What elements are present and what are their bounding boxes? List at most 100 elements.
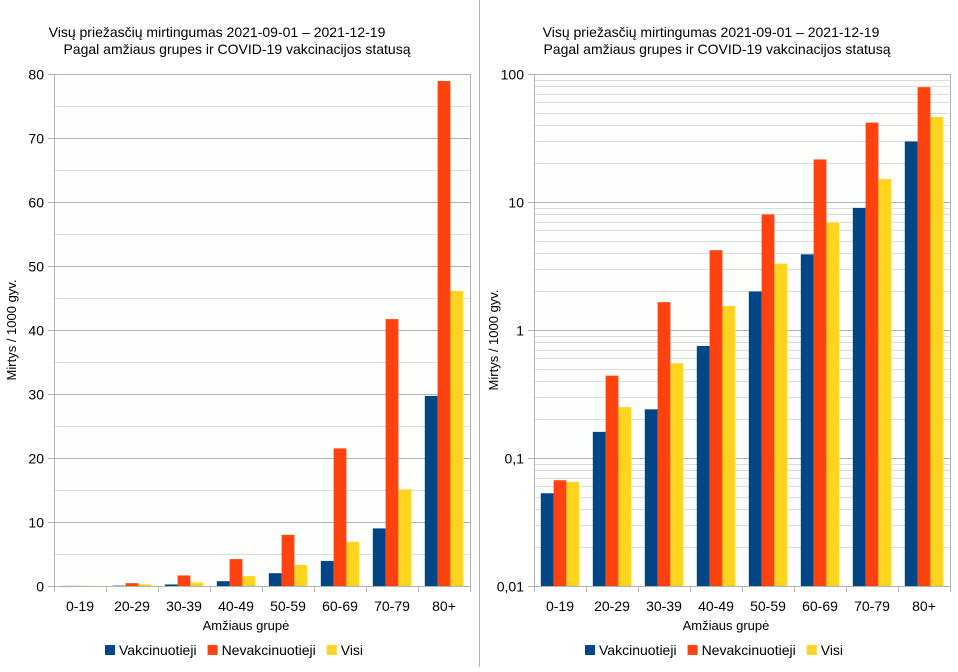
- bar-nevakcinuotieji-20-29: [125, 583, 139, 586]
- x-tick-label: 40-49: [218, 598, 254, 614]
- y-tick-label: 10: [508, 195, 524, 211]
- bar-nevakcinuotieji-40-49: [709, 250, 723, 586]
- legend-swatch-nevakcinuotieji: [687, 645, 698, 655]
- bar-vakcinuotieji-30-39: [164, 584, 178, 586]
- x-tick-label: 30-39: [646, 598, 682, 614]
- x-tick-label: 0-19: [546, 598, 574, 614]
- bar-visi-50-59: [774, 263, 788, 586]
- y-tick-label: 70: [28, 131, 44, 147]
- x-tick-label: 20-29: [114, 598, 150, 614]
- legend-swatch-vakcinuotieji: [585, 645, 595, 655]
- x-tick-label: 50-59: [270, 598, 306, 614]
- legend-label-visi: Visi: [341, 642, 363, 658]
- bar-visi-70-79: [878, 179, 892, 586]
- chart-title: Visų priežasčių mirtingumas 2021-09-01 –…: [49, 24, 386, 40]
- legend-label-vakcinuotieji: Vakcinuotieji: [599, 642, 677, 658]
- x-tick-label: 50-59: [750, 598, 786, 614]
- bar-vakcinuotieji-80+: [424, 395, 438, 586]
- linear-chart-panel: Visų priežasčių mirtingumas 2021-09-01 –…: [0, 0, 479, 667]
- bar-visi-20-29: [618, 407, 632, 586]
- bar-visi-20-29: [138, 584, 152, 586]
- y-tick-label: 10: [28, 515, 44, 531]
- y-tick-label: 30: [28, 387, 44, 403]
- bar-visi-60-69: [826, 222, 840, 586]
- x-tick-label: 30-39: [166, 598, 202, 614]
- legend-label-nevakcinuotieji: Nevakcinuotieji: [222, 642, 316, 658]
- x-tick-label: 70-79: [854, 598, 890, 614]
- legend-swatch-visi: [806, 645, 817, 655]
- x-tick-label: 80+: [432, 598, 456, 614]
- x-tick-label: 0-19: [66, 598, 94, 614]
- bar-nevakcinuotieji-0-19: [553, 480, 567, 586]
- bar-nevakcinuotieji-20-29: [605, 375, 619, 586]
- bar-visi-70-79: [398, 489, 412, 586]
- bar-vakcinuotieji-60-69: [320, 561, 334, 586]
- y-tick-label: 50: [28, 259, 44, 275]
- bar-vakcinuotieji-50-59: [268, 573, 282, 586]
- chart-subtitle: Pagal amžiaus grupes ir COVID-19 vakcina…: [63, 41, 410, 57]
- bar-vakcinuotieji-40-49: [696, 345, 710, 586]
- bar-vakcinuotieji-70-79: [852, 207, 866, 587]
- y-tick-label: 20: [28, 451, 44, 467]
- bar-visi-80+: [450, 290, 464, 586]
- panel-divider: [479, 0, 480, 667]
- x-tick-label: 60-69: [322, 598, 358, 614]
- bar-visi-30-39: [670, 363, 684, 586]
- x-tick-label: 20-29: [594, 598, 630, 614]
- y-tick-label: 100: [501, 67, 525, 83]
- y-tick-label: 0,1: [505, 451, 525, 467]
- chart-title: Visų priežasčių mirtingumas 2021-09-01 –…: [543, 24, 880, 40]
- bar-nevakcinuotieji-80+: [437, 81, 451, 586]
- x-axis-label: Amžiaus grupė: [683, 618, 770, 633]
- bar-vakcinuotieji-80+: [904, 141, 918, 587]
- bar-visi-0-19: [566, 481, 580, 586]
- linear-scale-chart: Visų priežasčių mirtingumas 2021-09-01 –…: [4, 24, 471, 658]
- bar-visi-60-69: [346, 541, 360, 586]
- chart-subtitle: Pagal amžiaus grupes ir COVID-19 vakcina…: [543, 41, 890, 57]
- y-tick-label: 40: [28, 323, 44, 339]
- bar-vakcinuotieji-40-49: [216, 581, 230, 586]
- y-tick-label: 60: [28, 195, 44, 211]
- bar-vakcinuotieji-0-19: [540, 493, 554, 586]
- y-tick-label: 1: [516, 323, 524, 339]
- bar-nevakcinuotieji-60-69: [813, 159, 827, 586]
- y-tick-label: 0: [36, 579, 44, 595]
- bar-visi-40-49: [242, 576, 256, 586]
- y-axis-label: Mirtys / 1000 gyv.: [486, 290, 501, 391]
- x-tick-label: 80+: [912, 598, 936, 614]
- log-scale-chart: Visų priežasčių mirtingumas 2021-09-01 –…: [486, 24, 951, 658]
- y-tick-label: 80: [28, 67, 44, 83]
- bar-nevakcinuotieji-30-39: [657, 302, 671, 586]
- x-tick-label: 60-69: [802, 598, 838, 614]
- bar-visi-50-59: [294, 564, 308, 586]
- x-tick-label: 40-49: [698, 598, 734, 614]
- bar-nevakcinuotieji-40-49: [229, 559, 243, 586]
- x-tick-label: 70-79: [374, 598, 410, 614]
- log-chart-panel: Visų priežasčių mirtingumas 2021-09-01 –…: [480, 0, 958, 667]
- bar-visi-80+: [930, 117, 944, 587]
- legend-swatch-vakcinuotieji: [105, 645, 115, 655]
- y-axis-label: Mirtys / 1000 gyv.: [4, 280, 19, 381]
- bar-visi-30-39: [190, 582, 204, 586]
- legend-swatch-visi: [326, 645, 337, 655]
- bar-nevakcinuotieji-70-79: [865, 122, 879, 587]
- legend-label-vakcinuotieji: Vakcinuotieji: [119, 642, 197, 658]
- bar-nevakcinuotieji-30-39: [177, 575, 191, 586]
- bar-nevakcinuotieji-50-59: [281, 534, 295, 586]
- legend-swatch-nevakcinuotieji: [207, 645, 218, 655]
- bar-vakcinuotieji-20-29: [592, 431, 606, 586]
- x-axis-label: Amžiaus grupė: [203, 618, 290, 633]
- legend-label-nevakcinuotieji: Nevakcinuotieji: [702, 642, 796, 658]
- legend-label-visi: Visi: [821, 642, 843, 658]
- bar-nevakcinuotieji-80+: [917, 87, 931, 587]
- bar-vakcinuotieji-50-59: [748, 291, 762, 586]
- bar-vakcinuotieji-60-69: [800, 254, 814, 586]
- bar-visi-40-49: [722, 306, 736, 586]
- y-tick-label: 0,01: [497, 579, 524, 595]
- bar-vakcinuotieji-20-29: [112, 584, 126, 587]
- bar-nevakcinuotieji-60-69: [333, 448, 347, 586]
- bar-nevakcinuotieji-70-79: [385, 319, 399, 586]
- bar-vakcinuotieji-30-39: [644, 409, 658, 586]
- bar-nevakcinuotieji-50-59: [761, 214, 775, 586]
- bar-vakcinuotieji-70-79: [372, 528, 386, 586]
